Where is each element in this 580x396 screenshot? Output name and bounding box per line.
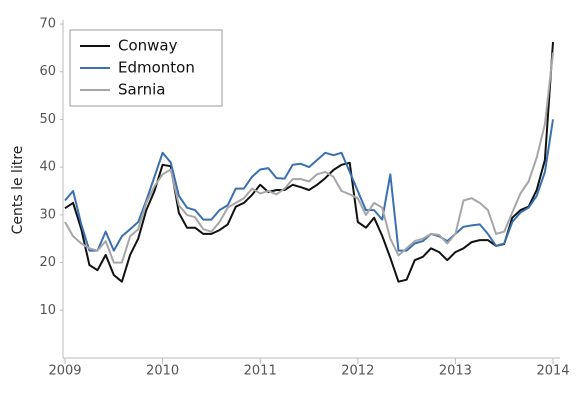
x-tick-label: 2014 [536,364,569,379]
y-tick-label: 40 [39,160,56,175]
series-line [64,119,554,252]
x-tick-label: 2011 [244,364,277,379]
legend-label: Conway [118,37,178,55]
x-tick-label: 2010 [146,364,179,379]
series-line [64,52,554,264]
legend-label: Edmonton [118,59,195,77]
y-tick-label: 10 [39,303,56,318]
x-tick-label: 2012 [341,364,374,379]
y-tick-label: 50 [39,112,56,127]
x-tick-label: 2009 [48,364,81,379]
y-tick-label: 60 [39,64,56,79]
y-tick-label: 20 [39,255,56,270]
series-line [64,42,554,283]
legend-label: Sarnia [118,81,165,99]
y-tick-label: 30 [39,207,56,222]
y-tick-label: 70 [39,17,56,32]
y-axis-label: Cents le litre [10,146,26,235]
x-tick-label: 2013 [439,364,472,379]
